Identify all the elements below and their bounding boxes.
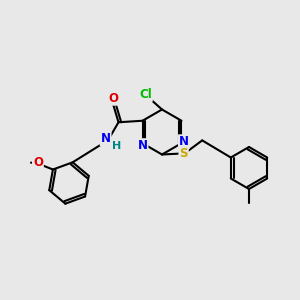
Text: S: S: [179, 146, 188, 160]
Text: Cl: Cl: [139, 88, 152, 101]
Text: H: H: [112, 141, 121, 151]
Text: O: O: [33, 156, 43, 169]
Text: N: N: [100, 132, 111, 145]
Text: O: O: [108, 92, 118, 105]
Text: N: N: [137, 139, 148, 152]
Text: N: N: [179, 135, 189, 148]
